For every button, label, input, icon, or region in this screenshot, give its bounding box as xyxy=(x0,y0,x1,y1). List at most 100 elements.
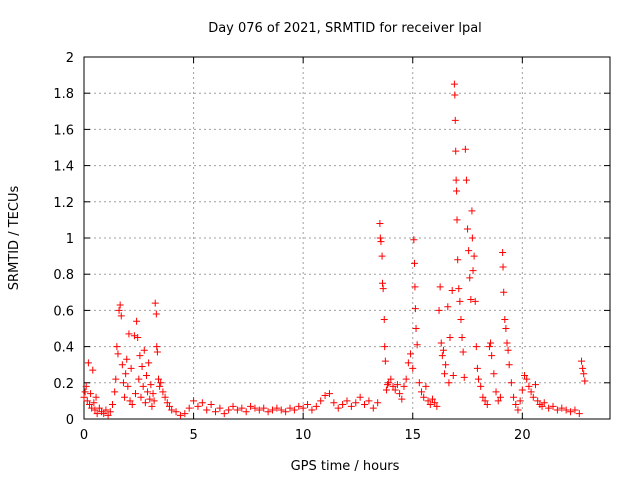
data-point xyxy=(540,399,548,407)
data-point xyxy=(477,382,485,390)
data-point xyxy=(379,285,387,293)
data-point xyxy=(312,402,320,410)
data-point xyxy=(500,288,508,296)
data-point xyxy=(415,379,423,387)
data-point xyxy=(277,406,285,414)
data-point xyxy=(238,404,246,412)
data-point xyxy=(485,343,493,351)
data-point xyxy=(435,306,443,314)
data-point xyxy=(502,325,510,332)
data-point xyxy=(412,325,420,332)
data-point xyxy=(492,388,500,396)
y-tick-label: 0.4 xyxy=(53,341,74,356)
data-point xyxy=(481,397,489,405)
y-tick-label: 2 xyxy=(66,51,74,66)
data-point xyxy=(207,401,215,409)
y-tick-label: 0.2 xyxy=(53,377,74,392)
data-point xyxy=(255,406,263,414)
data-point xyxy=(111,388,119,396)
data-point xyxy=(410,236,418,244)
data-point xyxy=(165,402,173,410)
data-point xyxy=(579,364,587,372)
data-point xyxy=(159,388,167,396)
data-point xyxy=(389,382,397,390)
data-point xyxy=(466,274,474,282)
data-point xyxy=(268,406,276,414)
data-point xyxy=(387,375,395,383)
data-point xyxy=(376,220,384,228)
data-point xyxy=(157,379,165,387)
data-point xyxy=(391,386,399,394)
data-point xyxy=(141,399,149,407)
data-point xyxy=(203,406,211,414)
data-point xyxy=(126,397,134,405)
data-point xyxy=(118,361,126,369)
data-point xyxy=(468,207,476,215)
data-point xyxy=(356,393,364,401)
data-point xyxy=(558,404,566,412)
data-point xyxy=(580,370,588,378)
data-point xyxy=(124,382,132,390)
grid xyxy=(84,57,610,419)
data-point xyxy=(113,343,121,351)
data-point xyxy=(229,402,237,410)
data-point xyxy=(437,339,445,347)
data-point xyxy=(449,372,457,380)
data-point xyxy=(81,388,89,396)
data-point xyxy=(119,379,127,387)
data-point xyxy=(127,364,135,372)
data-point xyxy=(251,404,259,412)
y-axis-label: SRMTID / TECUs xyxy=(7,186,22,291)
data-point xyxy=(444,303,452,311)
data-point xyxy=(122,370,130,378)
data-point xyxy=(92,393,100,401)
data-point xyxy=(475,375,482,383)
data-point xyxy=(365,397,373,405)
data-point xyxy=(242,408,250,416)
data-point xyxy=(339,401,347,409)
data-point xyxy=(499,248,507,256)
data-point xyxy=(451,116,459,124)
data-point xyxy=(385,379,393,387)
data-point xyxy=(472,343,480,351)
data-point xyxy=(91,406,99,414)
y-tick-label: 1.2 xyxy=(53,196,74,211)
data-point xyxy=(84,359,92,367)
data-point xyxy=(553,406,561,414)
data-point xyxy=(321,391,329,399)
data-point xyxy=(304,401,312,409)
data-point xyxy=(137,393,145,401)
data-point xyxy=(100,410,108,418)
data-point xyxy=(220,410,228,418)
data-point xyxy=(404,359,412,367)
data-point xyxy=(468,234,476,242)
data-point xyxy=(460,373,468,381)
data-point xyxy=(106,408,114,416)
x-tick-label: 15 xyxy=(404,428,421,443)
data-point xyxy=(347,402,355,410)
data-point xyxy=(282,408,290,416)
data-point xyxy=(490,370,498,378)
data-point xyxy=(452,176,460,184)
data-point xyxy=(153,343,161,351)
chart-title: Day 076 of 2021, SRMTID for receiver lpa… xyxy=(208,21,482,36)
data-point xyxy=(505,361,513,369)
data-point xyxy=(402,375,410,383)
data-point xyxy=(185,404,193,412)
data-point xyxy=(483,401,491,409)
data-point xyxy=(562,406,570,414)
data-point xyxy=(418,388,426,396)
y-tick-label: 0.6 xyxy=(53,304,74,319)
axis-ticks: 0 5 10 15 20 0 0.2 0.4 0.6 0.8 1 1.2 1.4 1.6 1.8 2 xyxy=(53,51,610,443)
y-tick-label: 0.8 xyxy=(53,268,74,283)
data-point xyxy=(90,399,98,407)
data-point xyxy=(411,305,419,313)
data-point xyxy=(445,379,453,387)
data-point xyxy=(409,364,417,372)
data-point xyxy=(531,381,539,389)
data-point xyxy=(448,286,456,294)
data-point xyxy=(148,402,156,410)
data-point xyxy=(136,352,144,360)
data-point xyxy=(431,399,439,407)
data-point xyxy=(295,402,303,410)
